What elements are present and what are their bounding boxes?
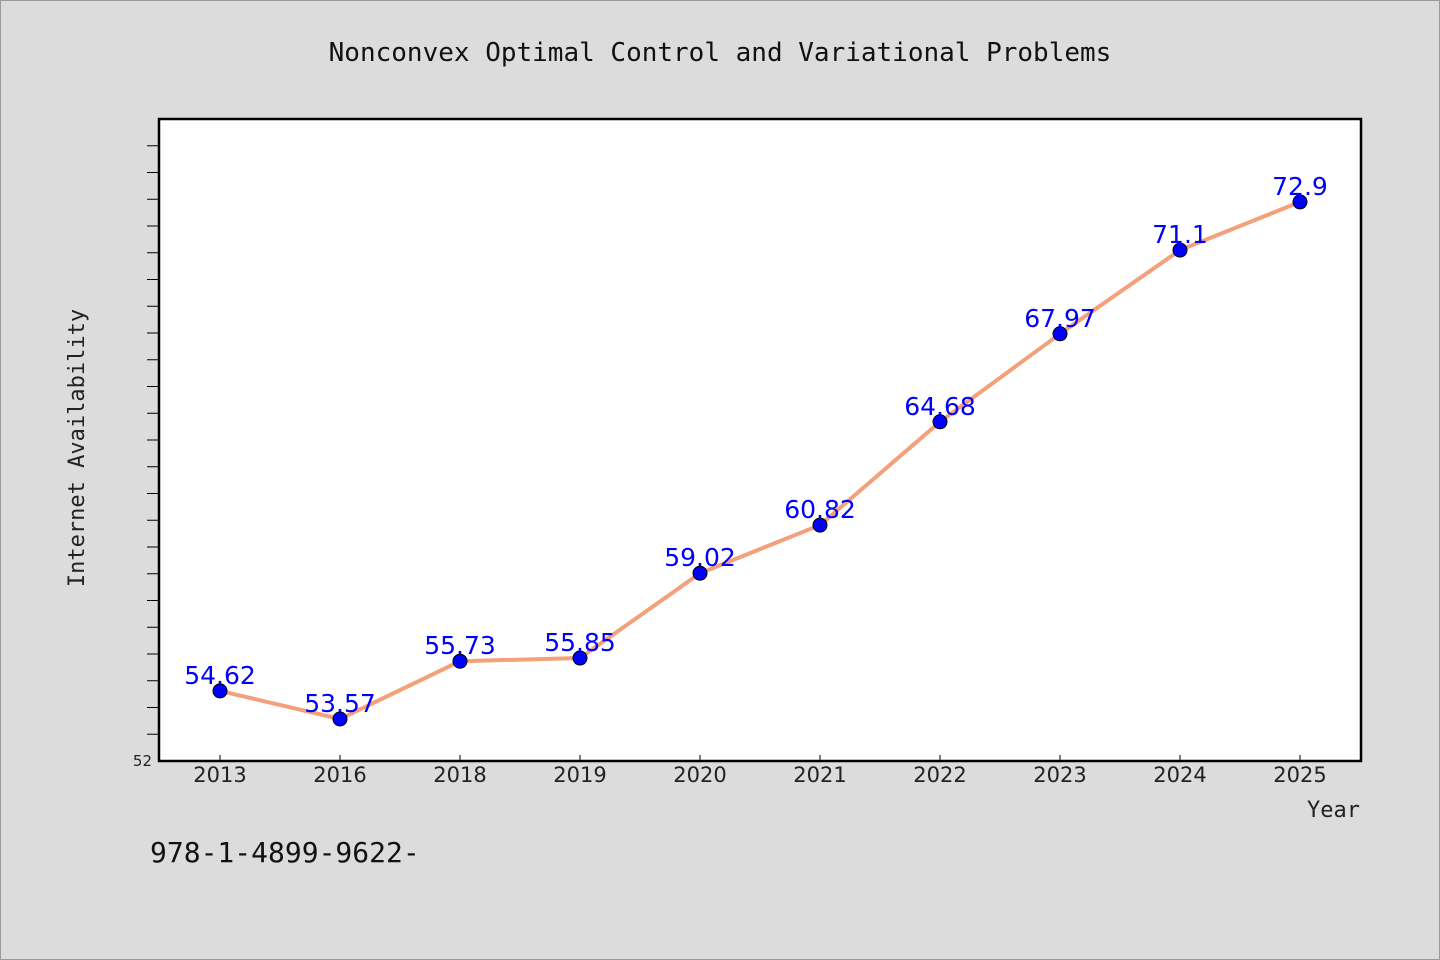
data-point: [932, 414, 948, 430]
x-tick-label: 2024: [1153, 763, 1206, 787]
footer-isbn-text: 978-1-4899-9622-: [150, 836, 420, 869]
data-point: [692, 565, 708, 581]
x-tick-label: 2018: [433, 763, 486, 787]
data-point: [1172, 242, 1188, 258]
x-axis-tick-labels: 2013 2016 2018 2019 2020 2021 2022 2023 2024 2025: [193, 763, 1326, 787]
series-line: [218, 199, 1302, 722]
y-axis-label: Internet Availability: [65, 309, 90, 587]
x-tick-label: 2025: [1273, 763, 1326, 787]
x-tick-label: 2020: [673, 763, 726, 787]
x-axis-label: Year: [1307, 798, 1360, 823]
data-label: 64.68: [904, 392, 976, 421]
x-tick-label: 2023: [1033, 763, 1086, 787]
plot-area: [157, 117, 1363, 763]
data-label: 53.57: [304, 689, 376, 718]
x-tick-label: 2016: [313, 763, 366, 787]
x-tick-label: 2019: [553, 763, 606, 787]
data-label: 55.85: [544, 628, 616, 657]
data-label: 71.1: [1152, 220, 1208, 249]
x-axis-ticks: [219, 755, 1301, 761]
data-label: 67.97: [1024, 304, 1096, 333]
y-tick-label-min: 52: [133, 752, 152, 770]
data-label: 72.9: [1272, 172, 1328, 201]
chart-title: Nonconvex Optimal Control and Variationa…: [329, 38, 1112, 68]
data-label: 55.73: [424, 631, 496, 660]
x-tick-label: 2013: [193, 763, 246, 787]
series-line-group: [218, 199, 1302, 722]
data-markers: [212, 194, 1308, 727]
y-axis-ticks: [147, 145, 159, 735]
data-point: [572, 650, 588, 666]
x-tick-label: 2022: [913, 763, 966, 787]
data-label: 54.62: [184, 661, 256, 690]
data-point: [212, 683, 228, 699]
data-point: [332, 711, 348, 727]
x-tick-label: 2021: [793, 763, 846, 787]
data-point: [1052, 326, 1068, 342]
data-point: [812, 517, 828, 533]
data-label: 60.82: [784, 495, 856, 524]
data-point: [1292, 194, 1308, 210]
data-point: [452, 653, 468, 669]
data-label: 59.02: [664, 543, 736, 572]
data-labels: 54.62 53.57 55.73 55.85 59.02 60.82 64.68 67.97…: [184, 172, 1328, 718]
